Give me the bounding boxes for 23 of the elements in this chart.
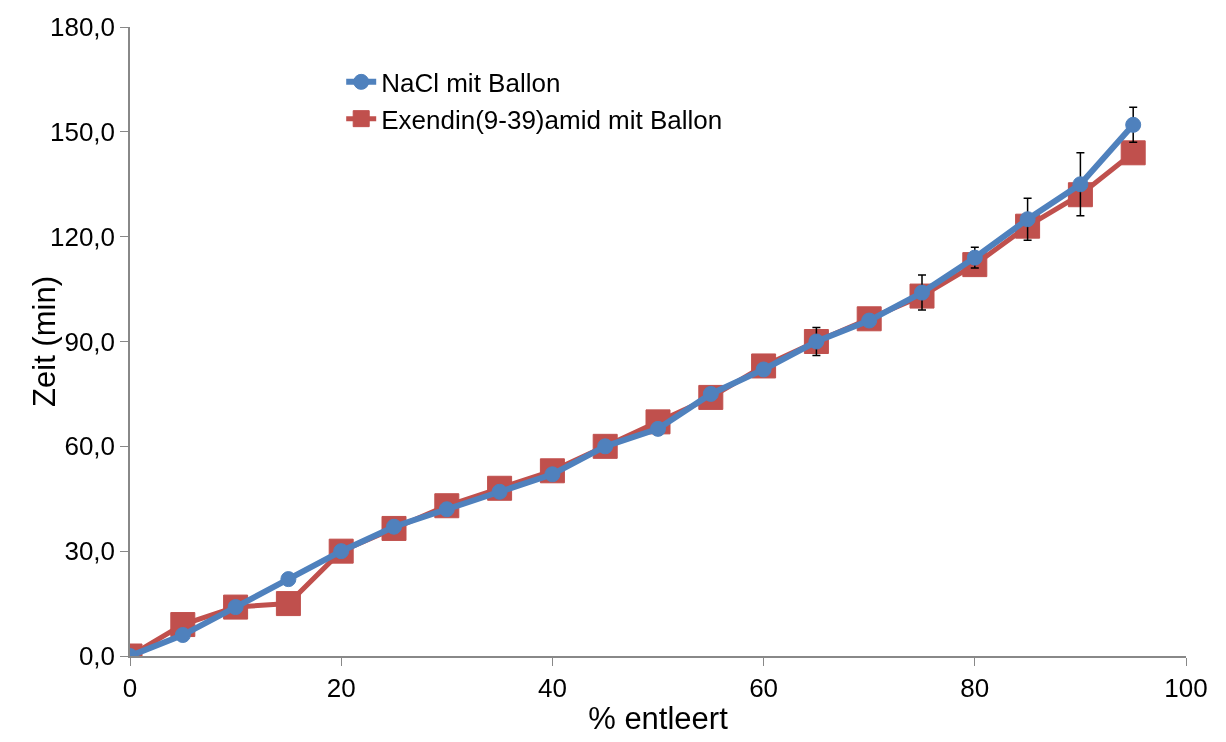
y-tick-label: 0,0 (78, 641, 116, 672)
x-tick-label: 20 (326, 672, 356, 703)
point (1125, 116, 1142, 133)
y-tick-label: 180,0 (49, 12, 116, 43)
point (1072, 176, 1089, 193)
x-tick-label: 0 (122, 672, 138, 703)
x-tick-label: 40 (537, 672, 567, 703)
y-tick-label: 60,0 (64, 431, 116, 462)
y-tick-label: 150,0 (49, 116, 116, 147)
x-tick-label: 100 (1164, 672, 1208, 703)
point (174, 627, 191, 644)
point (275, 591, 301, 617)
point (1120, 140, 1146, 166)
y-axis-title: Zeit (min) (27, 276, 63, 407)
x-tick-label: 60 (749, 672, 779, 703)
point (280, 571, 297, 588)
x-axis-title: % entleert (588, 700, 729, 736)
y-tick-label: 30,0 (64, 536, 116, 567)
legend-label: NaCl mit Ballon (381, 67, 561, 98)
x-tick-label: 80 (960, 672, 990, 703)
y-tick-label: 120,0 (49, 221, 116, 252)
legend-label: Exendin(9-39)amid mit Ballon (381, 104, 723, 135)
y-tick-label: 90,0 (64, 326, 116, 357)
